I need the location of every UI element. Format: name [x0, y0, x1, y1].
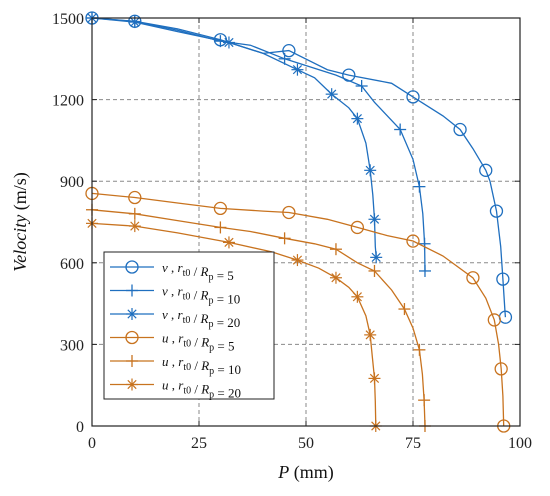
data-point-marker: [278, 232, 291, 245]
y-tick-label: 300: [60, 337, 84, 354]
y-tick-label: 1200: [52, 93, 84, 110]
data-point-marker: [398, 303, 411, 316]
series-line: [91, 192, 505, 427]
data-point-marker: [479, 163, 493, 177]
legend-item: v , rt0 / Rp = 10: [110, 284, 240, 307]
data-point-marker: [128, 207, 141, 220]
data-point-marker: [418, 264, 431, 277]
data-point-marker: [329, 243, 342, 256]
data-point-marker: [370, 251, 383, 264]
legend-item: u , rt0 / Rp = 5: [110, 331, 235, 354]
series-v-ratio-20: [86, 12, 383, 264]
x-axis-title-unit: (mm): [289, 462, 334, 483]
data-point-marker: [222, 36, 235, 49]
legend-item: v , rt0 / Rp = 20: [110, 307, 240, 330]
legend-item: u , rt0 / Rp = 10: [110, 354, 241, 377]
legend-label: u , rt0 / Rp = 5: [162, 331, 235, 354]
legend-marker: [126, 308, 138, 320]
axes: 0 25 50 75 100 0 300 600 900 1200 1500: [52, 11, 532, 452]
series-u-ratio-10: [86, 203, 431, 432]
data-point-marker: [291, 63, 304, 76]
data-point-marker: [282, 43, 296, 58]
data-point-marker: [325, 88, 338, 101]
data-point-marker: [278, 52, 291, 65]
series-u-ratio-20: [86, 217, 382, 432]
data-point-marker: [291, 254, 304, 267]
y-tick-label: 900: [60, 174, 84, 191]
legend-item: u , rt0 / Rp = 20: [110, 378, 241, 401]
data-point-marker: [128, 220, 141, 233]
legend: v , rt0 / Rp = 5v , rt0 / Rp = 10v , rt0…: [103, 251, 275, 401]
data-point-marker: [418, 237, 431, 250]
legend-marker: [126, 284, 138, 297]
data-point-marker: [487, 313, 501, 327]
x-axis-title-var: P: [277, 462, 289, 482]
legend-marker: [126, 378, 138, 391]
x-tick-label: 50: [298, 435, 314, 452]
data-point-marker: [329, 271, 342, 284]
y-axis-title: Velocity (m/s): [10, 172, 31, 271]
y-axis-title-var: Velocity: [10, 215, 30, 272]
data-point-marker: [355, 80, 368, 92]
y-tick-label: 600: [60, 256, 84, 273]
legend-marker: [126, 355, 138, 367]
series-line: [91, 222, 377, 427]
y-axis-title-unit: (m/s): [10, 172, 31, 215]
data-point-marker: [489, 204, 504, 218]
series-u-ratio-5: [85, 186, 511, 433]
data-point-marker: [364, 164, 377, 177]
y-tick-label: 1500: [52, 11, 84, 28]
data-point-marker: [368, 372, 381, 385]
data-point-marker: [351, 290, 364, 303]
data-point-marker: [368, 213, 381, 226]
data-point-marker: [213, 201, 228, 216]
data-point-marker: [494, 362, 508, 376]
data-point-marker: [222, 236, 235, 249]
data-point-marker: [368, 264, 381, 277]
data-point-marker: [128, 190, 142, 205]
data-point-marker: [418, 394, 431, 407]
data-point-marker: [406, 234, 420, 248]
data-point-marker: [406, 90, 420, 104]
x-tick-label: 100: [508, 435, 532, 452]
data-point-marker: [282, 205, 296, 220]
data-point-marker: [466, 271, 480, 285]
data-point-marker: [364, 328, 377, 341]
x-tick-label: 25: [191, 435, 207, 452]
y-tick-label: 0: [76, 419, 84, 436]
x-tick-label: 0: [88, 435, 96, 452]
legend-marker: [125, 260, 139, 274]
data-point-marker: [413, 343, 426, 356]
legend-item: v , rt0 / Rp = 5: [110, 260, 234, 283]
data-point-marker: [413, 180, 426, 193]
data-point-marker: [394, 123, 407, 136]
series-line: [91, 209, 426, 427]
data-point-marker: [453, 122, 467, 137]
legend-box: [103, 251, 275, 400]
data-point-marker: [214, 221, 227, 234]
legend-label: u , rt0 / Rp = 10: [162, 354, 241, 377]
legend-label: u , rt0 / Rp = 20: [162, 378, 241, 401]
data-point-marker: [351, 112, 364, 125]
data-point-marker: [128, 16, 141, 29]
x-axis-title: P (mm): [277, 462, 334, 483]
legend-label: v , rt0 / Rp = 10: [162, 284, 240, 307]
data-point-marker: [350, 220, 365, 235]
legend-label: v , rt0 / Rp = 20: [162, 307, 240, 330]
legend-label: v , rt0 / Rp = 5: [162, 260, 234, 283]
data-point-marker: [496, 272, 510, 286]
series-line: [91, 17, 377, 258]
legend-marker: [125, 330, 139, 345]
x-tick-label: 75: [405, 435, 421, 452]
